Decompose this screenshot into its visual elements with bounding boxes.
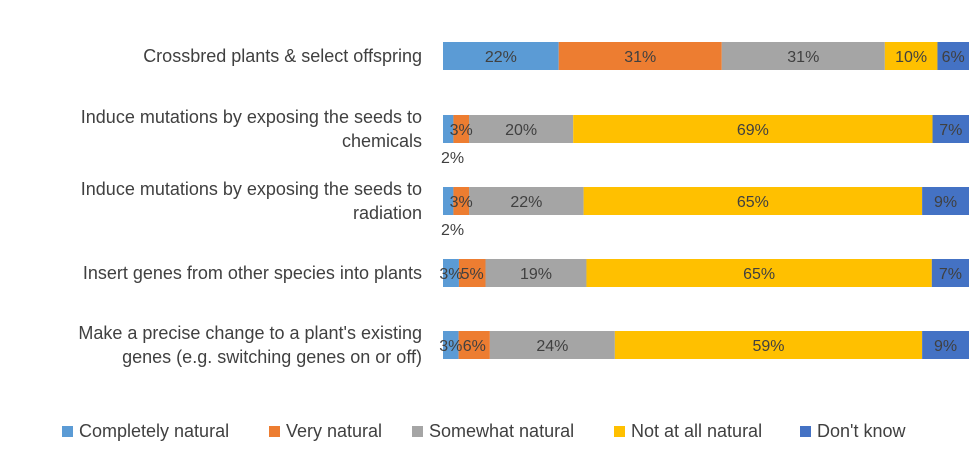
category-labels: Crossbred plants & select offspring Induc…: [78, 46, 422, 367]
legend-swatch: [800, 426, 811, 437]
data-label: 65%: [737, 194, 769, 211]
bar-segment: [458, 259, 486, 287]
legend: Completely natural Very natural Somewhat n…: [62, 421, 906, 441]
legend-label: Not at all natural: [631, 421, 762, 441]
data-label: 22%: [510, 194, 542, 211]
bar-segment: [443, 331, 459, 359]
bar-segment: [932, 115, 969, 143]
data-label: 6%: [942, 49, 965, 66]
bar-segment: [443, 187, 454, 215]
bars: [443, 42, 969, 359]
data-label: 10%: [895, 49, 927, 66]
data-label: 65%: [743, 266, 775, 283]
category-label: Insert genes from other species into pla…: [83, 263, 422, 283]
bar-segment: [614, 331, 923, 359]
data-label: 6%: [463, 338, 486, 355]
bar-segment: [583, 187, 923, 215]
legend-label: Don't know: [817, 421, 906, 441]
data-label: 3%: [439, 338, 462, 355]
data-label: 31%: [624, 49, 656, 66]
data-label: 2%: [441, 222, 464, 239]
category-label: Crossbred plants & select offspring: [143, 46, 422, 66]
bar-segment: [931, 259, 969, 287]
legend-swatch: [614, 426, 625, 437]
bar-segment: [453, 115, 470, 143]
bar-segment: [884, 42, 938, 70]
legend-label: Very natural: [286, 421, 382, 441]
legend-swatch: [269, 426, 280, 437]
bar-segment: [489, 331, 615, 359]
segment-labels: 22% 31% 31% 10% 6% 2% 3% 20% 69% 7% 2% 3% 22% 65% 9% 3%…: [439, 49, 965, 355]
data-label: 2%: [441, 150, 464, 167]
bar-segment: [922, 187, 969, 215]
bar-segment: [937, 42, 969, 70]
data-label: 24%: [536, 338, 568, 355]
legend-swatch: [62, 426, 73, 437]
bar-segment: [485, 259, 587, 287]
data-label: 9%: [934, 194, 957, 211]
bar-segment: [721, 42, 885, 70]
data-label: 5%: [461, 266, 484, 283]
bar-segment: [453, 187, 470, 215]
legend-label: Somewhat natural: [429, 421, 574, 441]
data-label: 3%: [450, 194, 473, 211]
category-label: Induce mutations by exposing the seeds t…: [81, 179, 422, 223]
data-label: 7%: [939, 266, 962, 283]
data-label: 22%: [485, 49, 517, 66]
bar-segment: [458, 331, 490, 359]
bar-segment: [469, 187, 584, 215]
bar-segment: [443, 42, 559, 70]
bar-segment: [469, 115, 574, 143]
legend-swatch: [412, 426, 423, 437]
bar-segment: [558, 42, 722, 70]
data-label: 3%: [450, 122, 473, 139]
data-label: 59%: [752, 338, 784, 355]
data-label: 20%: [505, 122, 537, 139]
category-label: Make a precise change to a plant's exist…: [78, 323, 422, 367]
data-label: 19%: [520, 266, 552, 283]
data-label: 31%: [787, 49, 819, 66]
category-label: Induce mutations by exposing the seeds t…: [81, 107, 422, 151]
bar-segment: [922, 331, 969, 359]
data-label: 69%: [737, 122, 769, 139]
bar-segment: [443, 115, 454, 143]
legend-label: Completely natural: [79, 421, 229, 441]
bar-segment: [573, 115, 933, 143]
data-label: 3%: [439, 266, 462, 283]
data-label: 9%: [934, 338, 957, 355]
bar-segment: [443, 259, 459, 287]
bar-segment: [586, 259, 932, 287]
data-label: 7%: [939, 122, 962, 139]
